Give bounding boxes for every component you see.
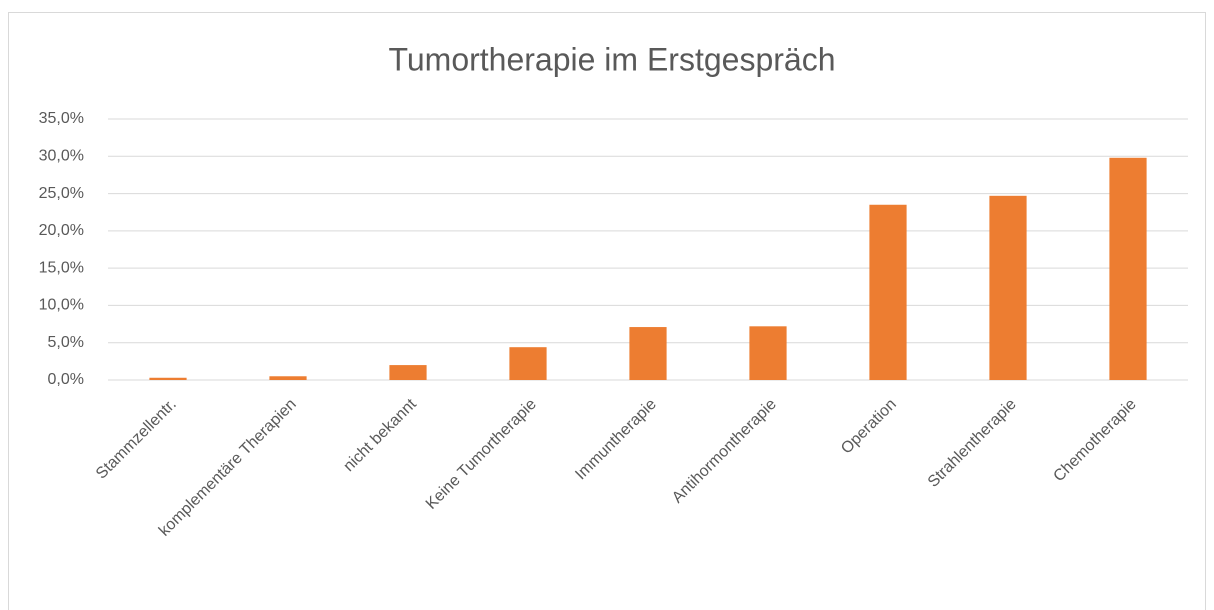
y-tick-label: 25,0% [39,185,84,202]
bar [749,326,787,380]
y-tick-label: 15,0% [39,259,84,276]
bar [149,377,187,380]
bar [629,327,667,380]
y-tick-label: 0,0% [48,371,84,388]
y-tick-label: 30,0% [39,148,84,165]
bar [989,195,1027,380]
bar [389,365,427,380]
bar [269,376,307,380]
y-tick-label: 10,0% [39,297,84,314]
bar [869,204,907,380]
bar [1109,157,1147,380]
y-tick-label: 5,0% [48,334,84,351]
y-tick-label: 35,0% [39,110,84,127]
chart-title: Tumortherapie im Erstgespräch [389,41,836,77]
y-tick-label: 20,0% [39,222,84,239]
bar [509,347,547,380]
